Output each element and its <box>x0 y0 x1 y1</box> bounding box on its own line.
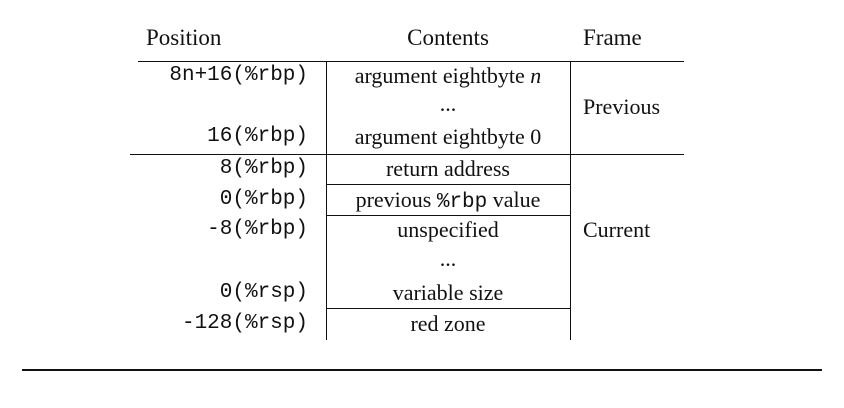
header-rule <box>138 61 684 62</box>
contents-cell: argument eightbyte 0 <box>354 124 542 149</box>
contents-cell: previous %rbp value <box>355 187 541 214</box>
contents-cell: unspecified <box>397 217 499 242</box>
frame-divider-rule <box>130 154 684 155</box>
bottom-page-rule <box>22 369 822 371</box>
header-position: Position <box>146 25 222 50</box>
position-cell: 8n+16(%rbp) <box>169 64 308 87</box>
cell-rule <box>326 215 570 216</box>
ellipsis-cell: ... <box>439 91 457 116</box>
contents-cell: return address <box>385 156 510 181</box>
position-cell: 16(%rbp) <box>207 125 308 148</box>
header-frame: Frame <box>583 25 642 50</box>
position-cell: 8(%rbp) <box>219 157 308 180</box>
ellipsis-cell: ... <box>439 246 457 271</box>
cell-rule <box>326 308 570 309</box>
contents-cell: variable size <box>392 280 504 305</box>
position-cell: -8(%rbp) <box>207 218 308 241</box>
contents-cell: argument eightbyte n <box>354 63 542 88</box>
cell-rule <box>326 184 570 185</box>
contents-cell: red zone <box>410 311 486 336</box>
position-cell: -128(%rsp) <box>181 312 308 335</box>
frame-label-previous: Previous <box>583 94 660 119</box>
frame-label-current: Current <box>583 217 651 242</box>
column-rule-right <box>570 62 571 340</box>
position-cell: 0(%rsp) <box>219 281 308 304</box>
position-cell: 0(%rbp) <box>219 188 308 211</box>
column-rule-left <box>326 62 327 340</box>
header-contents: Contents <box>407 25 489 50</box>
